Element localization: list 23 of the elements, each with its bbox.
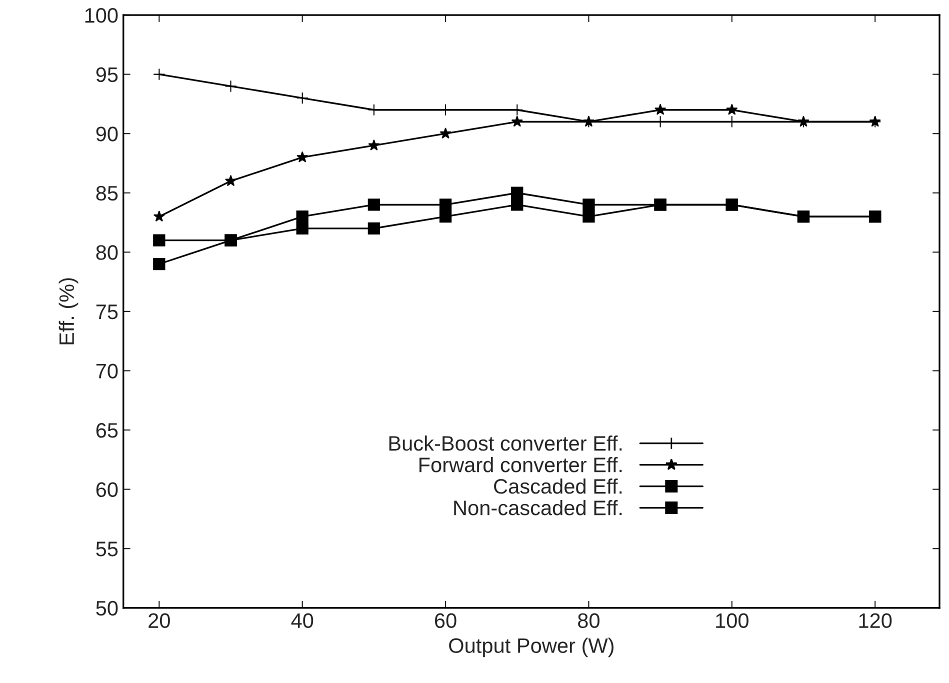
x-tick-label: 100 [716,613,748,628]
y-tick-label: 100 [85,8,118,23]
y-tick-label: 75 [96,304,118,320]
y-tick-label: 60 [96,482,118,498]
y-tick-label: 55 [96,542,118,556]
x-tick-label: 20 [148,613,170,628]
x-tick-label: 80 [578,613,600,628]
y-tick-label: 90 [96,126,118,142]
x-tick-label: 120 [859,613,892,628]
legend-label: Forward converter Eff. [419,456,622,472]
y-tick-label: 95 [96,67,118,82]
y-axis-title: Eff. (%) [58,278,78,344]
x-tick-label: 40 [291,613,314,628]
legend-label: Buck-Boost converter Eff. [389,435,622,451]
y-tick-label: 50 [96,600,118,616]
y-tick-label: 65 [96,423,118,438]
legend-label: Cascaded Eff. [494,478,622,494]
y-tick-label: 85 [96,186,118,201]
legend-label: Non-cascaded Eff. [454,500,622,516]
y-tick-label: 80 [96,245,118,260]
y-tick-label: 70 [96,364,118,378]
x-tick-label: 60 [435,613,456,628]
x-axis-title: Output Power (W) [449,638,614,658]
